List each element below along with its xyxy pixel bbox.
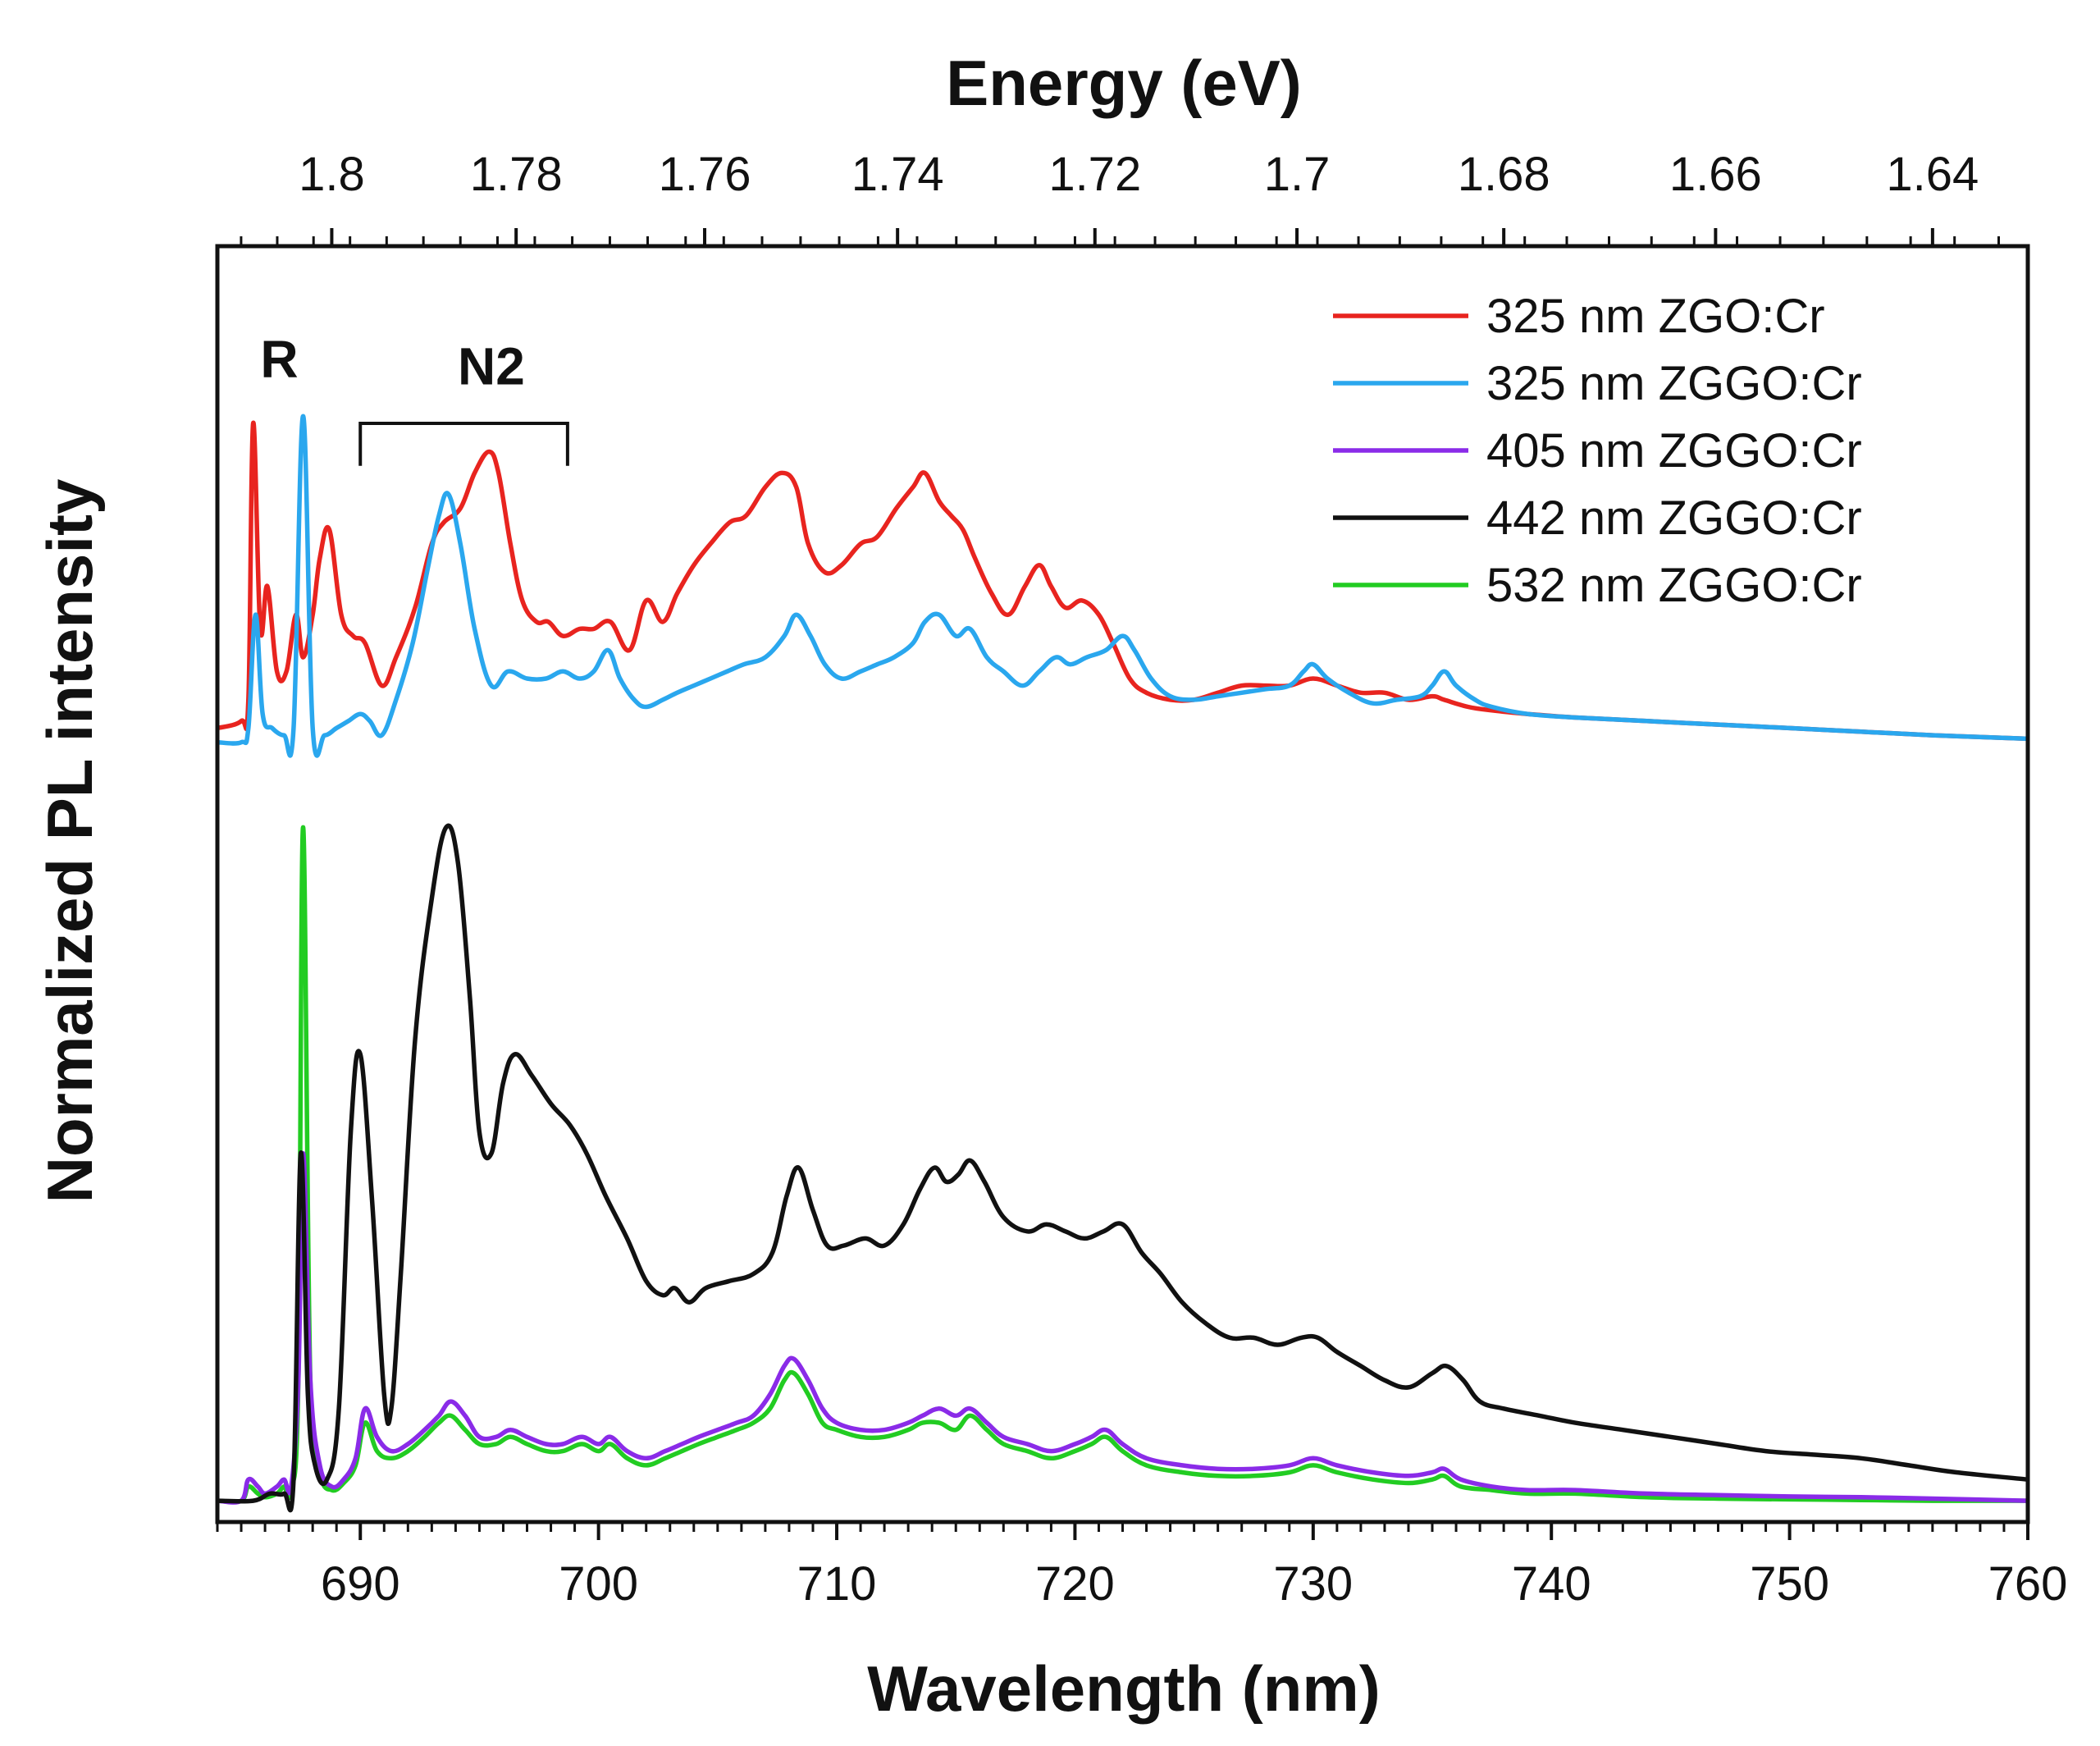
top-tick-label: 1.8 <box>299 148 365 201</box>
legend-label-532-nm-zggo-cr: 532 nm ZGGO:Cr <box>1486 559 1862 612</box>
top-tick-label: 1.66 <box>1669 148 1762 201</box>
x-tick-label: 710 <box>797 1557 877 1611</box>
series-line-442-nm-zggo-cr <box>217 823 2029 1513</box>
top-tick-label: 1.74 <box>851 148 944 201</box>
top-tick-label: 1.7 <box>1264 148 1331 201</box>
top-tick-label: 1.68 <box>1458 148 1550 201</box>
x-tick-label: 690 <box>321 1557 400 1611</box>
series-line-325-nm-zggo-cr <box>217 414 2029 758</box>
spectrum-curves <box>217 414 2029 1513</box>
y-axis-title: Normalized PL intensity <box>34 479 106 1204</box>
series-line-325-nm-zgo-cr <box>217 420 2029 742</box>
series-line-405-nm-zggo-cr <box>217 1151 2029 1505</box>
x-tick-label: 720 <box>1035 1557 1115 1611</box>
top-tick-label: 1.76 <box>659 148 751 201</box>
axis-titles: Wavelength (nm) Energy (eV) Normalized P… <box>34 47 1381 1725</box>
axes: 690 700 710 720 730 740 750 760 1.8 1.78 1.76 1.74 1… <box>215 148 2068 1611</box>
series-line-532-nm-zggo-cr <box>217 825 2029 1505</box>
top-tick-label: 1.78 <box>470 148 563 201</box>
x-axis-title: Wavelength (nm) <box>867 1652 1380 1725</box>
x-tick-label: 740 <box>1512 1557 1591 1611</box>
x-tick-label: 700 <box>559 1557 638 1611</box>
top-tick-label: 1.72 <box>1048 148 1141 201</box>
annotations: R N2 <box>260 330 569 466</box>
legend-label-325-nm-zgo-cr: 325 nm ZGO:Cr <box>1486 290 1825 343</box>
x-tick-label: 730 <box>1273 1557 1353 1611</box>
legend-label-405-nm-zggo-cr: 405 nm ZGGO:Cr <box>1486 424 1862 478</box>
annotation-r: R <box>260 330 298 389</box>
x-tick-label: 760 <box>1988 1557 2068 1611</box>
x-tick-label: 750 <box>1750 1557 1829 1611</box>
annotation-n2: N2 <box>458 336 525 395</box>
top-tick-label: 1.64 <box>1886 148 1979 201</box>
legend-label-442-nm-zggo-cr: 442 nm ZGGO:Cr <box>1486 491 1862 545</box>
legend: 325 nm ZGO:Cr 325 nm ZGGO:Cr 405 nm ZGGO:C… <box>1333 290 1862 612</box>
top-axis-title: Energy (eV) <box>946 47 1301 119</box>
annotation-bracket <box>358 421 569 466</box>
legend-label-325-nm-zggo-cr: 325 nm ZGGO:Cr <box>1486 357 1862 410</box>
